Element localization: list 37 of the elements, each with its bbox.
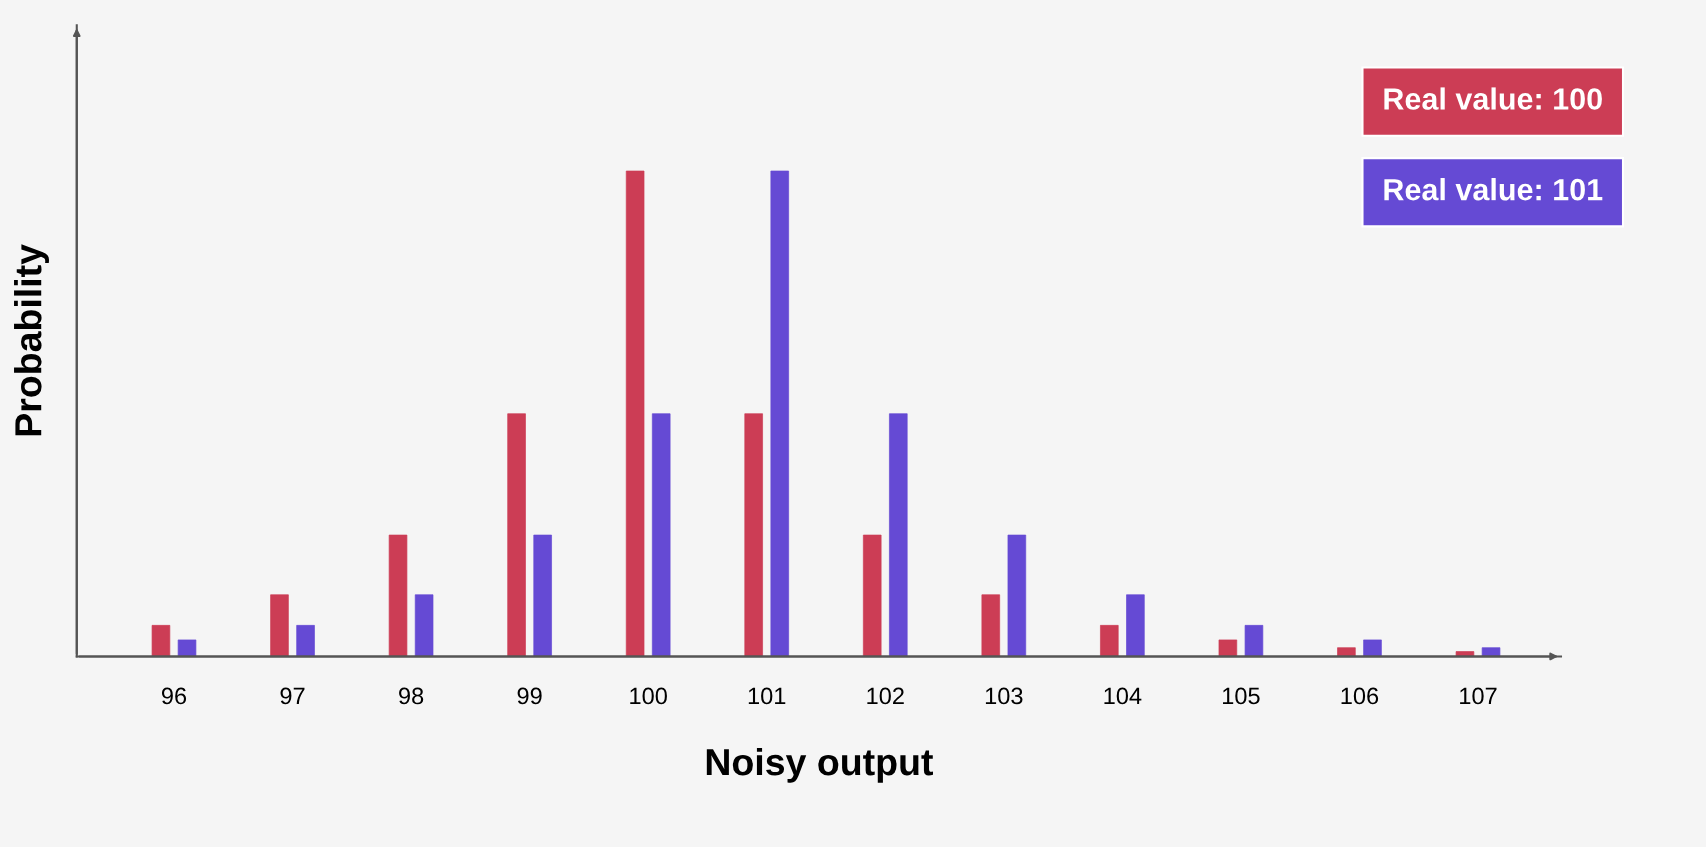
- text: Real value: 100: [1384, 87, 1602, 110]
- bar: [1126, 594, 1145, 657]
- bar: [651, 413, 671, 657]
- bar: [507, 413, 526, 657]
- bar: [744, 413, 763, 657]
- bar: [981, 594, 1001, 657]
- bar: [151, 625, 171, 657]
- x-tick-label: 103: [985, 687, 1023, 705]
- bar: [625, 170, 645, 657]
- bar: [296, 625, 315, 657]
- x-tick-label: 98: [399, 687, 424, 705]
- bar: [1100, 625, 1119, 657]
- x-tick-label: 106: [1341, 687, 1379, 705]
- bar: [414, 594, 434, 657]
- bar: [1218, 639, 1238, 657]
- x-tick-label: 107: [1460, 687, 1497, 705]
- bar: [1363, 639, 1382, 657]
- bar: [1244, 625, 1264, 657]
- x-tick-label: 101: [748, 687, 786, 705]
- bar: [533, 534, 552, 657]
- bar: [862, 534, 882, 657]
- x-tick-label: 100: [630, 687, 667, 705]
- bar: [770, 170, 789, 657]
- x-tick-label: 102: [867, 687, 904, 705]
- x-axis-title: Noisy output: [706, 747, 933, 783]
- bar: [388, 534, 408, 657]
- x-tick-label: 99: [517, 687, 542, 705]
- text: Real value: 101: [1384, 178, 1603, 201]
- bar: [889, 413, 908, 657]
- bar: [270, 594, 289, 657]
- x-tick-label: 97: [280, 687, 305, 705]
- bar: [1007, 534, 1027, 657]
- x-tick-label: 105: [1223, 687, 1260, 705]
- y-axis-title: Probability: [14, 244, 49, 436]
- x-tick-label: 96: [161, 687, 187, 705]
- x-tick-label: 104: [1104, 687, 1142, 705]
- bar: [177, 639, 197, 657]
